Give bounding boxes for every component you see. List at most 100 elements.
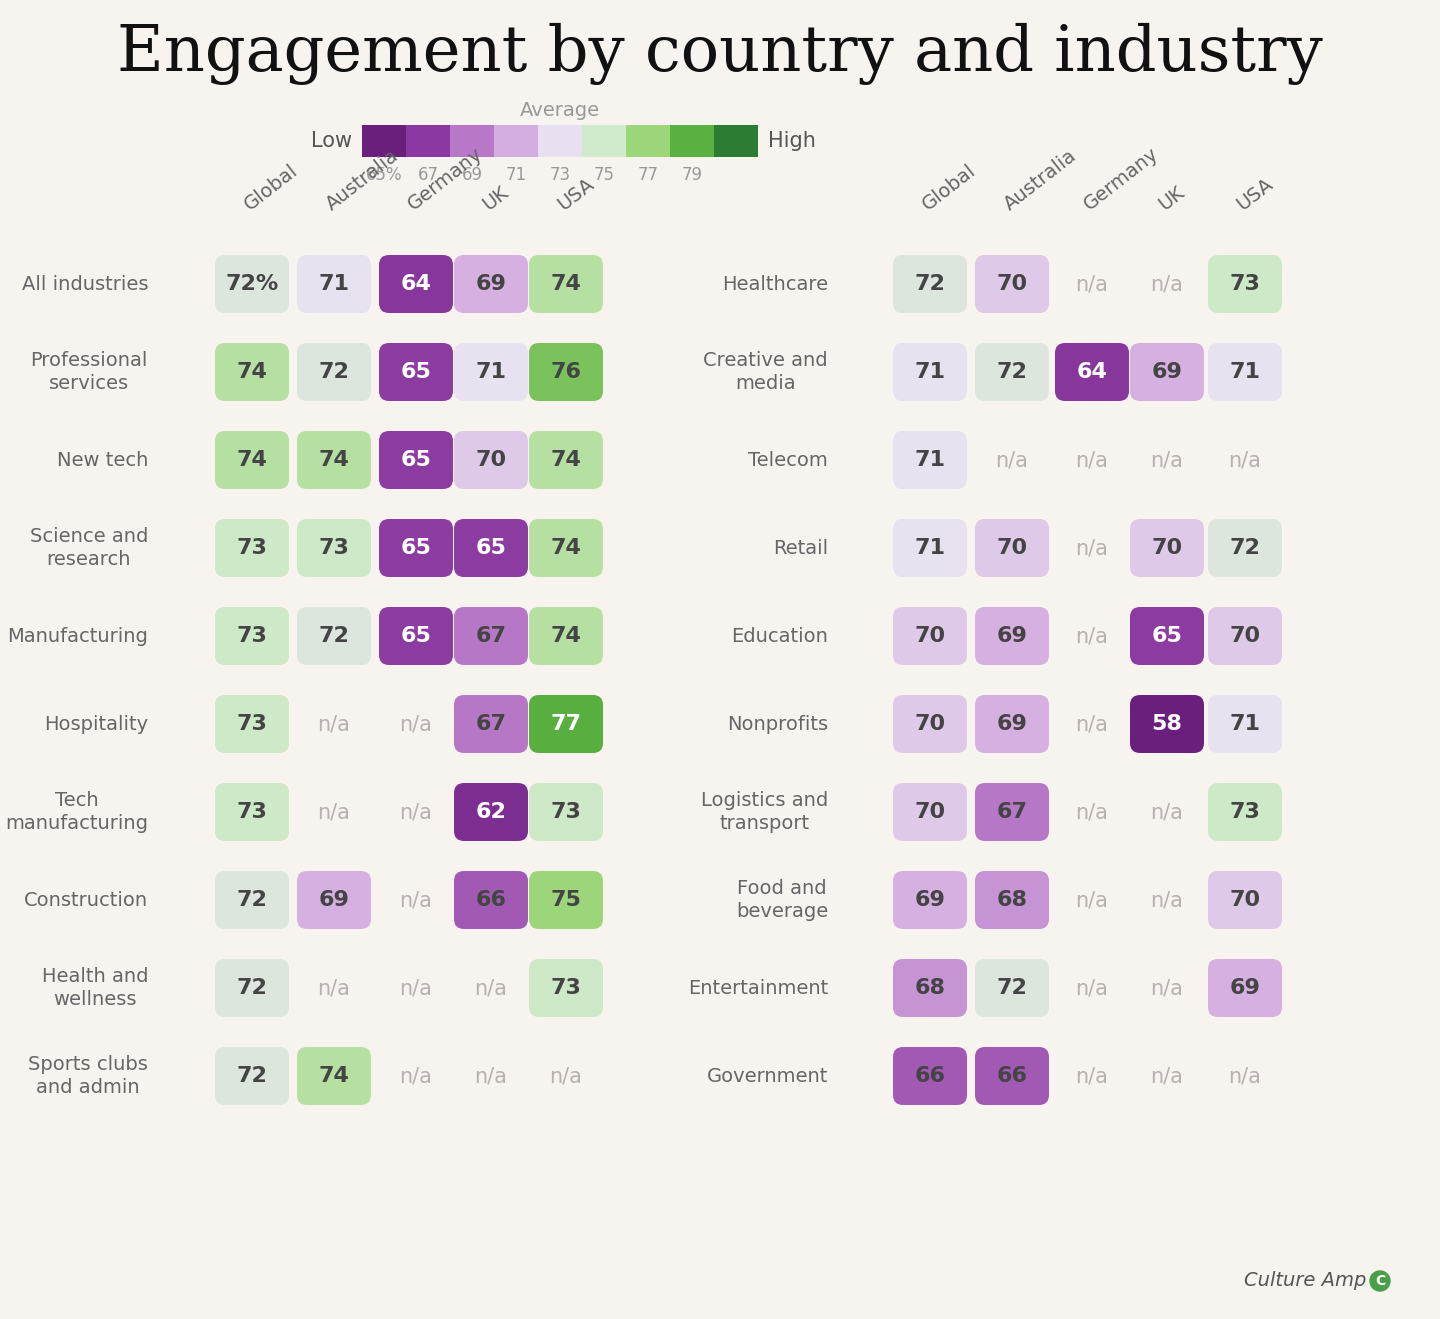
FancyBboxPatch shape [975, 255, 1048, 313]
FancyBboxPatch shape [528, 518, 603, 576]
Text: 58: 58 [1152, 714, 1182, 733]
FancyBboxPatch shape [215, 871, 289, 929]
Text: 70: 70 [914, 714, 946, 733]
Text: 72: 72 [236, 1066, 268, 1086]
Text: 72: 72 [996, 977, 1027, 998]
Text: n/a: n/a [399, 1066, 432, 1086]
Text: 74: 74 [318, 450, 350, 470]
FancyBboxPatch shape [215, 695, 289, 753]
Bar [626, 125, 670, 157]
FancyBboxPatch shape [893, 255, 968, 313]
Text: 69: 69 [1230, 977, 1260, 998]
Text: Global: Global [240, 161, 301, 214]
FancyBboxPatch shape [215, 1047, 289, 1105]
Text: 71: 71 [505, 166, 527, 183]
Text: 70: 70 [914, 627, 946, 646]
Text: 74: 74 [236, 450, 268, 470]
FancyBboxPatch shape [379, 255, 454, 313]
Text: 69: 69 [461, 166, 482, 183]
FancyBboxPatch shape [379, 343, 454, 401]
FancyBboxPatch shape [893, 1047, 968, 1105]
FancyBboxPatch shape [297, 518, 372, 576]
Bar [714, 125, 757, 157]
Text: 65: 65 [400, 627, 432, 646]
FancyBboxPatch shape [893, 695, 968, 753]
Text: C: C [1375, 1274, 1385, 1287]
FancyBboxPatch shape [215, 431, 289, 489]
Text: 69: 69 [1152, 361, 1182, 383]
Text: 67: 67 [475, 627, 507, 646]
Text: 70: 70 [996, 538, 1028, 558]
Bar [361, 125, 406, 157]
FancyBboxPatch shape [528, 871, 603, 929]
FancyBboxPatch shape [975, 695, 1048, 753]
FancyBboxPatch shape [379, 431, 454, 489]
Text: Government: Government [707, 1067, 828, 1086]
Text: 72: 72 [236, 890, 268, 910]
Text: 73: 73 [1230, 802, 1260, 822]
Text: n/a: n/a [318, 714, 350, 733]
Bar [406, 125, 449, 157]
Text: USA: USA [1233, 174, 1277, 214]
FancyBboxPatch shape [528, 695, 603, 753]
Text: n/a: n/a [399, 802, 432, 822]
Text: n/a: n/a [399, 977, 432, 998]
Text: n/a: n/a [1076, 714, 1109, 733]
FancyBboxPatch shape [1208, 518, 1282, 576]
Text: 65: 65 [475, 538, 507, 558]
Text: 73: 73 [550, 802, 582, 822]
Text: 65: 65 [1152, 627, 1182, 646]
FancyBboxPatch shape [975, 871, 1048, 929]
Text: n/a: n/a [475, 1066, 507, 1086]
Text: Professional
services: Professional services [30, 351, 148, 393]
Text: Construction: Construction [24, 890, 148, 910]
Bar [539, 125, 582, 157]
Text: 79: 79 [681, 166, 703, 183]
Text: 71: 71 [318, 274, 350, 294]
Text: Health and
wellness: Health and wellness [42, 967, 148, 1009]
Text: 64: 64 [400, 274, 432, 294]
FancyBboxPatch shape [215, 255, 289, 313]
Text: 73: 73 [550, 166, 570, 183]
Text: 74: 74 [550, 274, 582, 294]
Text: 71: 71 [914, 361, 946, 383]
Text: 66: 66 [914, 1066, 946, 1086]
Text: n/a: n/a [1076, 450, 1109, 470]
FancyBboxPatch shape [1130, 607, 1204, 665]
FancyBboxPatch shape [893, 871, 968, 929]
Bar [494, 125, 539, 157]
Text: 72%: 72% [226, 274, 278, 294]
FancyBboxPatch shape [1208, 343, 1282, 401]
FancyBboxPatch shape [893, 431, 968, 489]
Text: 67: 67 [418, 166, 439, 183]
FancyBboxPatch shape [297, 871, 372, 929]
FancyBboxPatch shape [454, 431, 528, 489]
Text: 76: 76 [550, 361, 582, 383]
Text: n/a: n/a [318, 802, 350, 822]
Text: n/a: n/a [1151, 890, 1184, 910]
FancyBboxPatch shape [454, 255, 528, 313]
Text: 77: 77 [550, 714, 582, 733]
FancyBboxPatch shape [528, 431, 603, 489]
FancyBboxPatch shape [528, 959, 603, 1017]
FancyBboxPatch shape [975, 1047, 1048, 1105]
FancyBboxPatch shape [454, 695, 528, 753]
Text: 69: 69 [318, 890, 350, 910]
Text: n/a: n/a [1151, 450, 1184, 470]
FancyBboxPatch shape [215, 607, 289, 665]
Text: n/a: n/a [1076, 1066, 1109, 1086]
Text: 71: 71 [475, 361, 507, 383]
Text: 65: 65 [400, 361, 432, 383]
Text: 73: 73 [550, 977, 582, 998]
Text: Creative and
media: Creative and media [703, 351, 828, 393]
FancyBboxPatch shape [215, 518, 289, 576]
Text: n/a: n/a [475, 977, 507, 998]
FancyBboxPatch shape [454, 607, 528, 665]
Text: 73: 73 [236, 802, 268, 822]
Text: USA: USA [554, 174, 598, 214]
Text: 77: 77 [638, 166, 658, 183]
Text: 65%: 65% [366, 166, 402, 183]
Text: n/a: n/a [318, 977, 350, 998]
FancyBboxPatch shape [1130, 695, 1204, 753]
Text: Germany: Germany [405, 144, 487, 214]
